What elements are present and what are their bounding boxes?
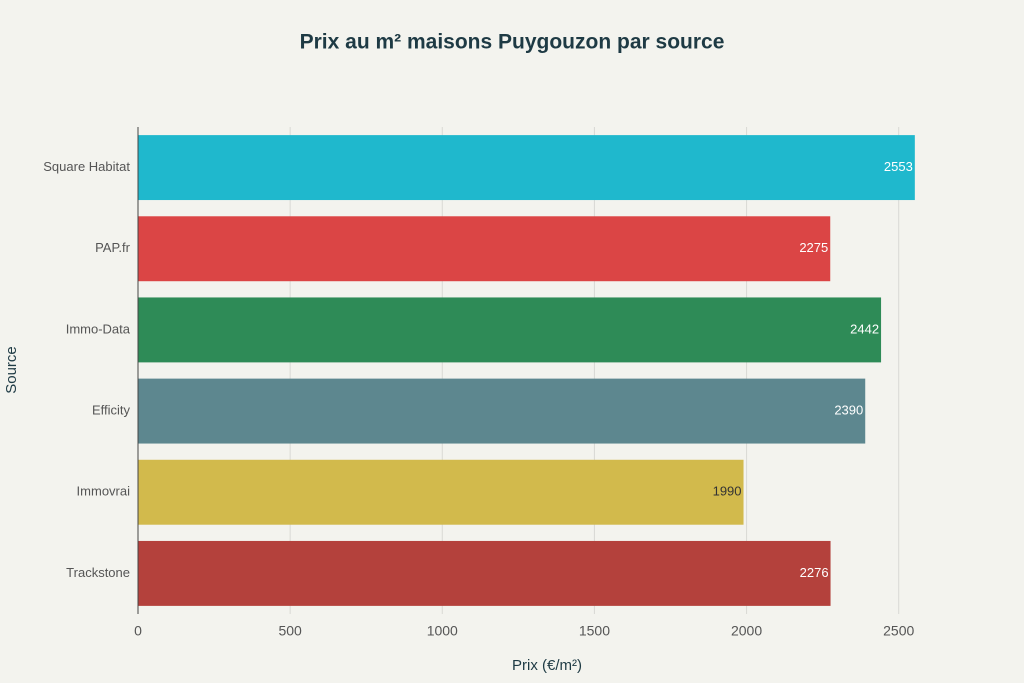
- y-tick-label: Trackstone: [66, 565, 130, 580]
- x-tick-label: 1500: [579, 623, 610, 639]
- y-tick-label: Square Habitat: [43, 159, 130, 174]
- value-label: 1990: [713, 484, 742, 499]
- value-label: 2553: [884, 159, 913, 174]
- bar: [138, 135, 915, 201]
- x-tick-label: 500: [278, 623, 302, 639]
- value-label: 2442: [850, 321, 879, 336]
- y-tick-label: Efficity: [92, 403, 131, 418]
- bar: [138, 297, 882, 363]
- x-tick-label: 1000: [427, 623, 458, 639]
- y-tick-label: Immo-Data: [66, 321, 131, 336]
- bar: [138, 216, 831, 282]
- value-label: 2390: [834, 403, 863, 418]
- x-tick-label: 0: [134, 623, 142, 639]
- value-label: 2276: [800, 565, 829, 580]
- y-tick-label: Immovrai: [77, 484, 131, 499]
- bar: [138, 459, 744, 525]
- x-tick-label: 2000: [731, 623, 762, 639]
- x-tick-label: 2500: [883, 623, 914, 639]
- bar: [138, 540, 831, 606]
- x-axis-title: Prix (€/m²): [512, 657, 582, 674]
- bar: [138, 378, 866, 444]
- chart-title: Prix au m² maisons Puygouzon par source: [300, 31, 725, 54]
- value-label: 2275: [799, 240, 828, 255]
- y-tick-label: PAP.fr: [95, 240, 131, 255]
- y-axis-title: Source: [3, 346, 20, 394]
